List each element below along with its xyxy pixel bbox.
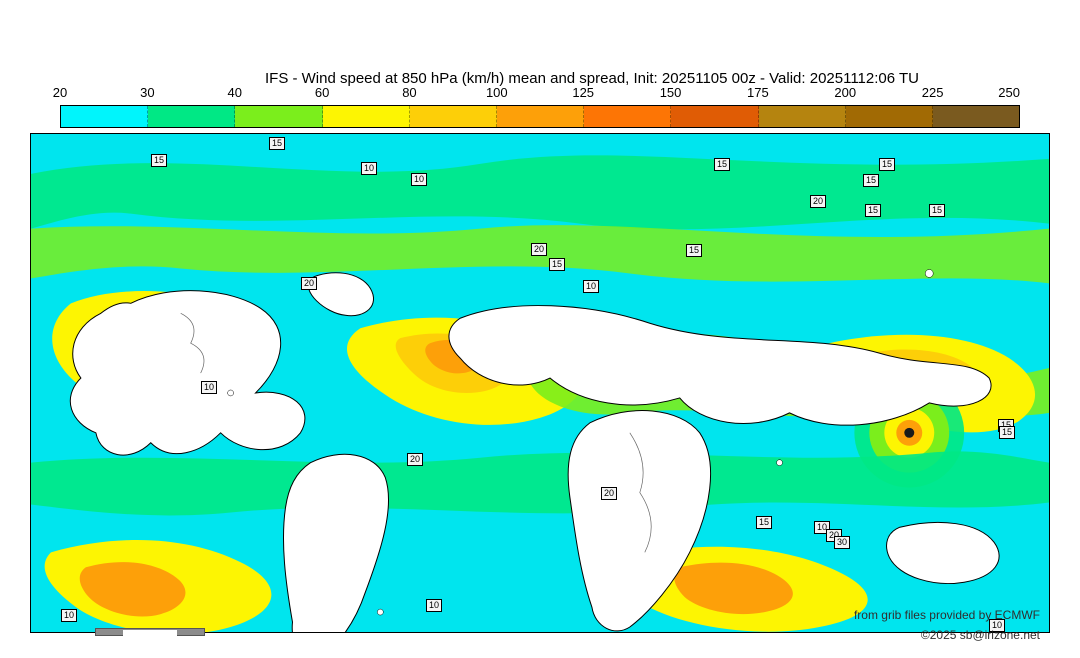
tick-80: 80 <box>402 85 416 100</box>
contour-label: 20 <box>601 487 617 500</box>
wind-speed-map[interactable]: 15 15 10 10 20 20 15 15 10 15 15 15 20 1… <box>30 133 1050 633</box>
contour-label: 10 <box>583 280 599 293</box>
contour-label: 15 <box>686 244 702 257</box>
tick-40: 40 <box>227 85 241 100</box>
contour-label: 15 <box>865 204 881 217</box>
colorbar-seg-20-30 <box>61 106 148 127</box>
colorbar-seg-200-225 <box>846 106 933 127</box>
map-scale-bar[interactable] <box>95 628 205 636</box>
colorbar-seg-125-150 <box>584 106 671 127</box>
colorbar-widget: 20 30 40 60 80 100 125 150 175 200 225 2… <box>60 85 1020 130</box>
tick-200: 200 <box>834 85 856 100</box>
colorbar-seg-40-60 <box>235 106 322 127</box>
contour-label: 20 <box>810 195 826 208</box>
colorbar-seg-80-100 <box>410 106 497 127</box>
colorbar-seg-60-80 <box>323 106 410 127</box>
colorbar-seg-175-200 <box>759 106 846 127</box>
contour-label: 15 <box>879 158 895 171</box>
contour-label: 20 <box>531 243 547 256</box>
contour-label: 15 <box>929 204 945 217</box>
tick-20: 20 <box>53 85 67 100</box>
tick-150: 150 <box>660 85 682 100</box>
colorbar-seg-225-250 <box>933 106 1019 127</box>
tick-100: 100 <box>486 85 508 100</box>
contour-label: 10 <box>411 173 427 186</box>
tick-225: 225 <box>922 85 944 100</box>
tick-30: 30 <box>140 85 154 100</box>
contour-label: 15 <box>549 258 565 271</box>
tick-175: 175 <box>747 85 769 100</box>
contour-label: 20 <box>301 277 317 290</box>
contour-label: 15 <box>999 426 1015 439</box>
colorbar-seg-30-40 <box>148 106 235 127</box>
contour-label: 10 <box>61 609 77 622</box>
colorbar-seg-100-125 <box>497 106 584 127</box>
contour-map-svg <box>31 134 1049 632</box>
contour-label: 10 <box>361 162 377 175</box>
contour-label: 15 <box>714 158 730 171</box>
tick-60: 60 <box>315 85 329 100</box>
colorbar-ticks: 20 30 40 60 80 100 125 150 175 200 225 2… <box>60 85 1020 105</box>
colorbar-seg-150-175 <box>671 106 758 127</box>
contour-label: 30 <box>834 536 850 549</box>
contour-label: 15 <box>756 516 772 529</box>
contour-label: 15 <box>863 174 879 187</box>
attribution-copyright: ©2025 sb@irizone.net <box>921 628 1040 642</box>
contour-label: 15 <box>269 137 285 150</box>
contour-label: 10 <box>201 381 217 394</box>
contour-label: 15 <box>151 154 167 167</box>
contour-label: 20 <box>407 453 423 466</box>
attribution-source: from grib files provided by ECMWF <box>854 608 1040 622</box>
tick-125: 125 <box>572 85 594 100</box>
contour-label: 10 <box>426 599 442 612</box>
tick-250: 250 <box>998 85 1020 100</box>
colorbar-gradient <box>60 105 1020 128</box>
